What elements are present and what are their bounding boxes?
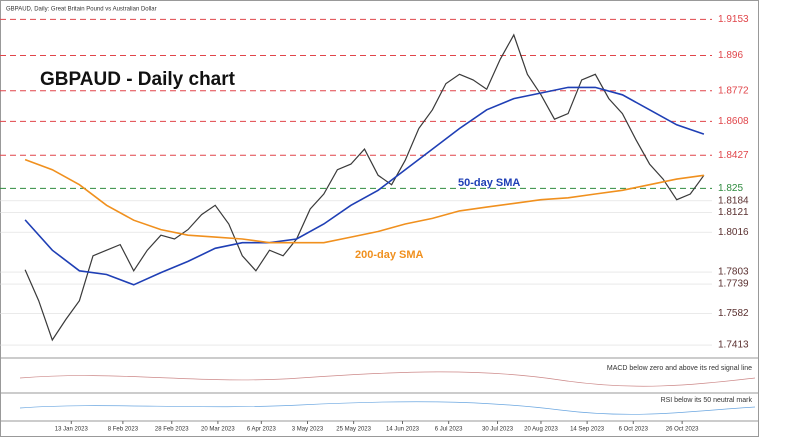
level-label: 1.7739 bbox=[718, 279, 749, 290]
level-label: 1.896 bbox=[718, 50, 743, 61]
level-label: 1.8427 bbox=[718, 150, 749, 161]
x-tick-label: 14 Jun 2023 bbox=[386, 427, 420, 433]
x-tick-label: 30 Jul 2023 bbox=[482, 427, 514, 433]
chart-subtitle: GBPAUD, Daily: Great Britain Pound vs Au… bbox=[6, 7, 157, 13]
sma200-label: 200-day SMA bbox=[355, 249, 424, 261]
level-label: 1.8772 bbox=[718, 85, 749, 96]
series-line bbox=[24, 33, 705, 342]
x-tick-label: 25 May 2023 bbox=[336, 427, 371, 433]
x-tick-label: 14 Sep 2023 bbox=[570, 427, 605, 433]
x-tick-label: 20 Aug 2023 bbox=[524, 427, 558, 433]
rsi-sketch bbox=[19, 401, 756, 415]
rsi-note: RSI below its 50 neutral mark bbox=[661, 397, 753, 404]
x-tick-label: 6 Jul 2023 bbox=[435, 427, 463, 433]
x-tick-label: 6 Apr 2023 bbox=[247, 427, 277, 433]
sma50-label: 50-day SMA bbox=[458, 177, 520, 189]
frame bbox=[0, 0, 759, 437]
level-label: 1.7803 bbox=[718, 267, 749, 278]
x-tick-label: 20 Mar 2023 bbox=[201, 427, 235, 433]
x-tick-label: 13 Jan 2023 bbox=[55, 427, 89, 433]
level-label: 1.7413 bbox=[718, 340, 749, 351]
chart-title: GBPAUD - Daily chart bbox=[40, 69, 236, 90]
level-label: 1.8608 bbox=[718, 116, 749, 127]
level-label: 1.8184 bbox=[718, 195, 749, 206]
level-label: 1.7582 bbox=[718, 308, 749, 319]
series-line bbox=[24, 158, 705, 244]
x-tick-label: 6 Oct 2023 bbox=[619, 427, 649, 433]
level-label: 1.8016 bbox=[718, 227, 749, 238]
level-label: 1.8121 bbox=[718, 207, 749, 218]
level-label: 1.825 bbox=[718, 183, 743, 194]
macd-note: MACD below zero and above its red signal… bbox=[607, 365, 752, 372]
x-tick-label: 8 Feb 2023 bbox=[108, 427, 139, 433]
macd-sketch bbox=[19, 371, 756, 387]
series-line bbox=[24, 86, 705, 286]
x-tick-label: 26 Oct 2023 bbox=[666, 427, 699, 433]
x-tick-label: 28 Feb 2023 bbox=[155, 427, 189, 433]
level-label: 1.9153 bbox=[718, 14, 749, 25]
x-tick-label: 3 May 2023 bbox=[292, 427, 324, 433]
